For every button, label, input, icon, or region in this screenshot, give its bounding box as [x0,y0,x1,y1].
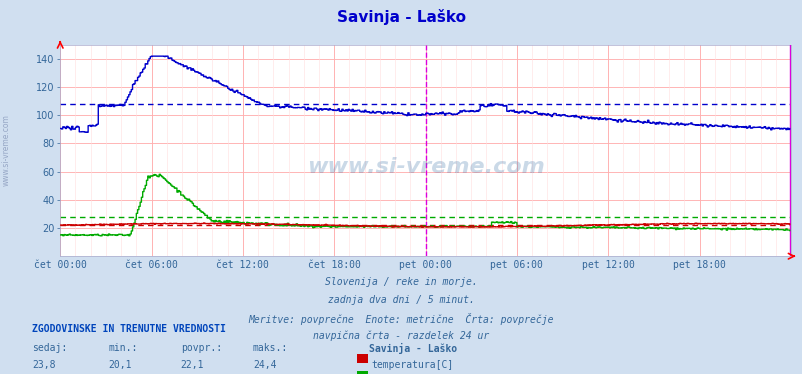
Text: Savinja - Laško: Savinja - Laško [369,343,457,354]
Text: čet 06:00: čet 06:00 [125,260,178,270]
Text: navpična črta - razdelek 24 ur: navpična črta - razdelek 24 ur [313,331,489,341]
Text: zadnja dva dni / 5 minut.: zadnja dva dni / 5 minut. [328,295,474,305]
Text: čet 18:00: čet 18:00 [307,260,360,270]
Text: sedaj:: sedaj: [32,343,67,353]
Text: 20,1: 20,1 [108,360,132,370]
Text: maks.:: maks.: [253,343,288,353]
Text: pet 18:00: pet 18:00 [672,260,725,270]
Text: čet 00:00: čet 00:00 [34,260,87,270]
Text: Savinja - Laško: Savinja - Laško [337,9,465,25]
Text: Meritve: povprečne  Enote: metrične  Črta: povprečje: Meritve: povprečne Enote: metrične Črta:… [249,313,553,325]
Text: pet 06:00: pet 06:00 [490,260,543,270]
Text: čet 12:00: čet 12:00 [217,260,269,270]
Text: www.si-vreme.com: www.si-vreme.com [306,157,544,177]
Text: www.si-vreme.com: www.si-vreme.com [2,114,11,187]
Text: ZGODOVINSKE IN TRENUTNE VREDNOSTI: ZGODOVINSKE IN TRENUTNE VREDNOSTI [32,324,225,334]
Text: Slovenija / reke in morje.: Slovenija / reke in morje. [325,277,477,287]
Text: 23,8: 23,8 [32,360,55,370]
Text: 22,1: 22,1 [180,360,204,370]
Text: 24,4: 24,4 [253,360,276,370]
Text: temperatura[C]: temperatura[C] [371,360,452,370]
Text: pet 12:00: pet 12:00 [581,260,634,270]
Text: povpr.:: povpr.: [180,343,221,353]
Text: min.:: min.: [108,343,138,353]
Text: pet 00:00: pet 00:00 [399,260,452,270]
